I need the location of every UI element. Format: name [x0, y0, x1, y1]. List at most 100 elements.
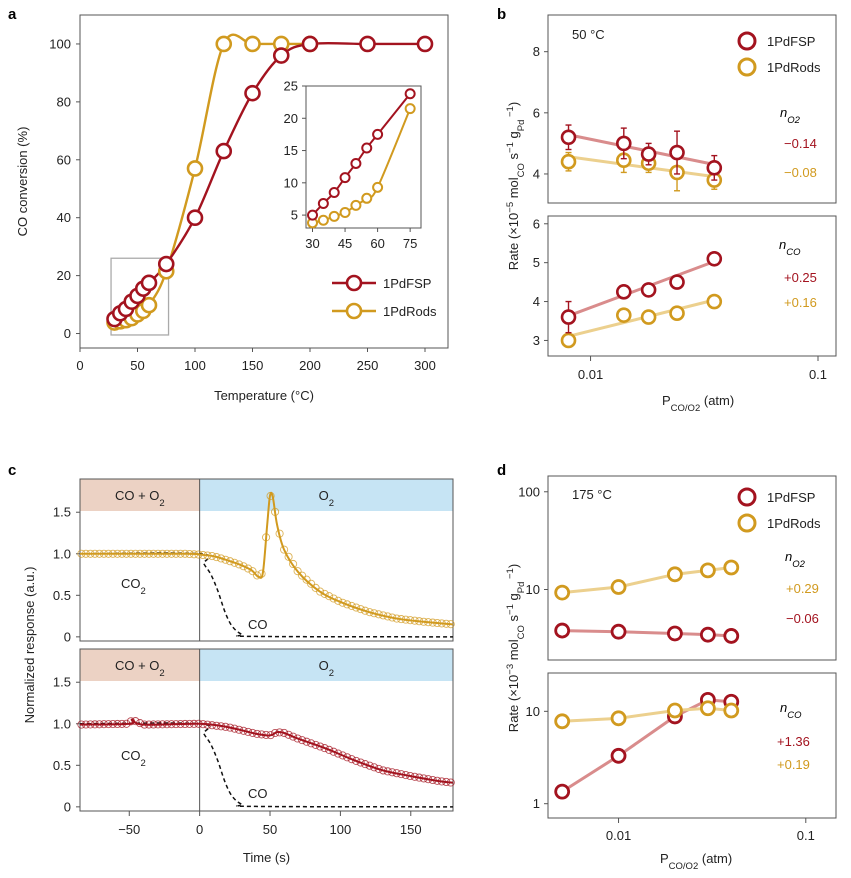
co2-sample-marker [406, 616, 415, 625]
panel-label-c: c [8, 462, 16, 479]
co2-sample-marker [280, 728, 289, 737]
co2-sample-marker [415, 773, 424, 782]
co2-sample-marker [424, 618, 433, 627]
co2-trace-top [79, 491, 454, 626]
co2-sample-marker [158, 549, 167, 558]
co2-sample-marker [225, 557, 235, 566]
co2-sample-marker [113, 719, 122, 729]
co2-sample-marker [352, 756, 361, 765]
data-point-1PdRods [723, 559, 740, 576]
co2-sample-marker [180, 549, 190, 558]
data-point-1PdFSP [706, 160, 723, 176]
band-co-o2-bottom [80, 649, 200, 681]
co2-sample-marker [198, 550, 208, 560]
y-axis-label-b: Rate (×10−5 molCO s−1 gPd −1) [505, 102, 527, 270]
x-tick-label-a: 300 [414, 358, 436, 373]
data-point-1PdFSP [560, 309, 577, 325]
inset-y-tick-label: 20 [284, 111, 298, 126]
co2-sample-marker [207, 721, 217, 730]
x-axis-label-d: PCO/O2 (atm) [660, 851, 732, 872]
co2-sample-marker [207, 552, 217, 561]
legend-label-1PdFSP: 1PdFSP [767, 490, 815, 505]
co2-sample-marker [104, 549, 113, 558]
co-trace-bottom [79, 722, 454, 808]
co2-sample-marker [397, 770, 406, 779]
inset-point-1PdFSP [404, 88, 416, 100]
co2-sample-marker [117, 719, 126, 728]
inset-x-tick-label: 45 [338, 236, 352, 251]
order-value-fsp: −0.14 [784, 136, 817, 151]
co2-sample-marker [144, 549, 154, 558]
co2-sample-marker [122, 719, 131, 728]
data-point-1PdFSP [140, 274, 158, 292]
co2-sample-marker [225, 723, 235, 732]
co2-sample-marker [108, 719, 117, 729]
co2-sample-marker [334, 749, 343, 758]
co2-sample-marker [316, 742, 325, 751]
co2-sample-marker [388, 613, 397, 622]
co2-sample-marker [370, 609, 379, 618]
y-tick-label-b: 6 [533, 105, 540, 120]
y-tick-label-b: 4 [533, 166, 540, 181]
title-b: 50 °C [572, 27, 605, 42]
plot-frame-b-bottom [547, 215, 837, 357]
inset-x-tick-label: 60 [370, 236, 384, 251]
x-tick-label-b: 0.01 [578, 367, 603, 382]
co2-sample-marker [99, 549, 108, 558]
legend-label-1PdRods: 1PdRods [767, 60, 821, 75]
data-point-1PdFSP [554, 783, 571, 800]
data-point-1PdFSP [615, 284, 632, 300]
co2-sample-marker [289, 732, 298, 741]
x-tick-label-c: 0 [196, 822, 203, 837]
y-axis-label-c: Normalized response (a.u.) [22, 567, 37, 724]
co2-sample-marker [392, 614, 401, 623]
x-axis-label-c: Time (s) [243, 850, 290, 865]
x-axis-label-a: Temperature (°C) [214, 388, 314, 403]
data-point-1PdRods [554, 584, 571, 601]
co2-sample-marker [144, 720, 154, 729]
co2-sample-marker [253, 571, 262, 580]
data-point-1PdRods [140, 296, 158, 314]
co2-sample-marker [284, 552, 293, 561]
co2-sample-marker [185, 719, 194, 728]
band-o2-bottom [199, 649, 453, 681]
co2-sample-marker [194, 550, 203, 559]
inset-y-tick-label: 10 [284, 175, 298, 190]
legend-marker-1PdFSP [345, 274, 363, 292]
order-label-nCO: nCO [779, 237, 801, 258]
band-co-o2-top [80, 479, 200, 511]
co2-sample-marker [298, 571, 307, 580]
co2-sample-marker [352, 603, 361, 612]
x-tick-label-d: 0.01 [606, 828, 631, 843]
data-point-1PdRods [667, 566, 683, 583]
data-point-1PdFSP [706, 250, 723, 267]
co2-sample-marker [379, 766, 388, 775]
title-d: 175 °C [572, 487, 612, 502]
co2-sample-marker [446, 778, 455, 787]
co2-sample-marker [302, 737, 311, 746]
plot-frame-a [79, 14, 449, 349]
co2-sample-marker [135, 719, 145, 728]
data-point-1PdFSP [699, 626, 716, 643]
co2-sample-marker [343, 753, 352, 762]
data-point-1PdRods [560, 332, 577, 349]
data-point-1PdRods [186, 160, 204, 177]
y-tick-label-a: 100 [49, 36, 71, 51]
x-tick-label-c: 50 [263, 822, 277, 837]
co2-sample-marker [162, 549, 172, 558]
data-point-1PdFSP [723, 628, 740, 644]
co2-sample-marker [298, 736, 307, 745]
co2-sample-marker [383, 612, 392, 621]
y-tick-label-c: 1.0 [53, 716, 71, 731]
co2-sample-marker [189, 719, 199, 728]
co2-sample-marker [126, 549, 136, 558]
co2-sample-marker [424, 775, 433, 784]
co2-sample-marker [167, 549, 176, 558]
band-label-o2: O2 [319, 488, 334, 509]
co2-sample-marker [140, 720, 149, 729]
legend-label-1PdFSP: 1PdFSP [767, 34, 815, 49]
x-axis-label-b: PCO/O2 (atm) [662, 393, 734, 414]
co2-sample-marker [370, 763, 379, 772]
co2-sample-marker [86, 720, 95, 729]
